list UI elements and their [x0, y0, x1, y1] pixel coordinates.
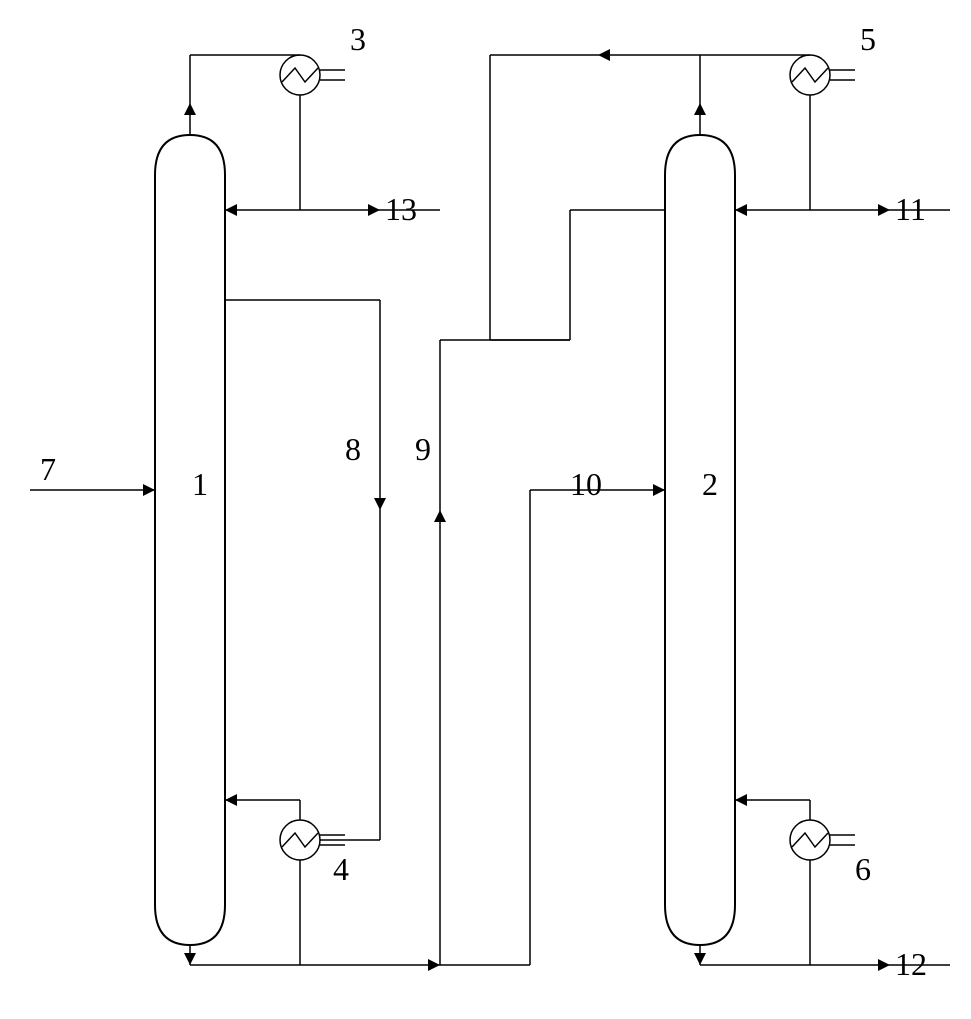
reboiler-2: [790, 820, 855, 860]
stream-col1-top: [184, 55, 300, 135]
stream-reboil1-return: [225, 794, 300, 820]
stream-9: [300, 210, 665, 971]
label-11: 11: [895, 191, 926, 227]
column-1: [155, 135, 225, 945]
label-12: 12: [895, 946, 927, 982]
stream-8: [225, 300, 386, 840]
label-4: 4: [333, 851, 349, 887]
stream-top-connect: [490, 49, 810, 340]
stream-col1-bottom: [184, 860, 300, 965]
label-1: 1: [192, 466, 208, 502]
stream-10: [440, 484, 665, 965]
column-2: [665, 135, 735, 945]
condenser-1: [280, 55, 345, 95]
stream-12: [810, 959, 950, 971]
label-5: 5: [860, 21, 876, 57]
label-9: 9: [415, 431, 431, 467]
stream-reboil2-return: [735, 794, 810, 820]
label-6: 6: [855, 851, 871, 887]
condenser-2: [790, 55, 855, 95]
label-13: 13: [385, 191, 417, 227]
label-2: 2: [702, 466, 718, 502]
label-7: 7: [40, 451, 56, 487]
stream-col2-bottom: [694, 860, 810, 965]
process-diagram: 1 2 3 4 5 6 7 8 9 10 11 12 13: [0, 0, 971, 1019]
label-10: 10: [570, 466, 602, 502]
label-8: 8: [345, 431, 361, 467]
label-3: 3: [350, 21, 366, 57]
